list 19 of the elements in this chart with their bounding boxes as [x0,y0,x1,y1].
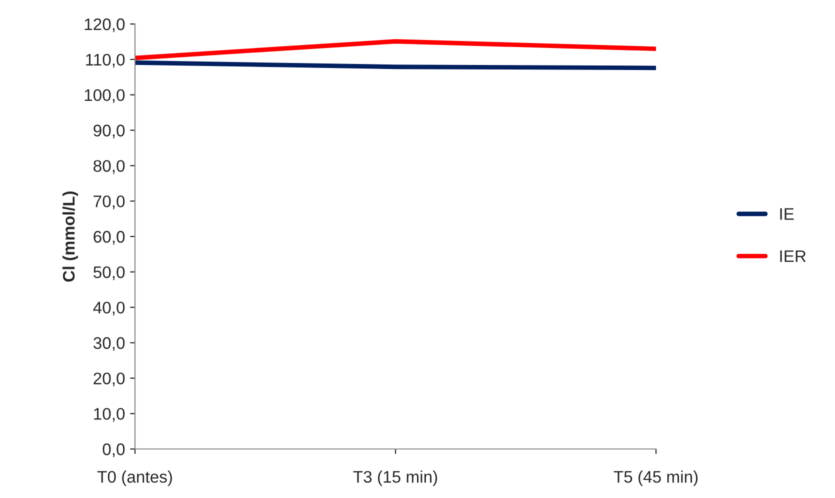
legend-label: IE [780,208,794,220]
y-tick-label: 120,0 [84,18,125,32]
y-tick-label: 100,0 [84,89,125,104]
y-tick-label: 90,0 [94,124,125,138]
y-tick-label: 10,0 [94,408,125,422]
y-tick-label: 70,0 [94,195,125,210]
y-tick-label: 40,0 [93,302,125,316]
x-tick-label: T0 (antes) [97,470,172,486]
y-tick-label: 60,0 [94,230,125,245]
y-tick-label: 50,0 [94,266,125,280]
y-tick-label: 80,0 [94,160,125,174]
y-tick-label: 20,0 [94,372,125,386]
y-axis-title: Cl (mmol/L) [62,192,78,282]
y-tick-label: 0,0 [102,443,125,458]
legend-label: IER [780,250,806,262]
y-tick-label: 110,0 [86,54,125,68]
x-tick-label: T3 (15 min) [353,470,438,486]
x-tick-label: T5 (45 min) [614,470,698,486]
y-tick-label: 30,0 [93,337,125,351]
